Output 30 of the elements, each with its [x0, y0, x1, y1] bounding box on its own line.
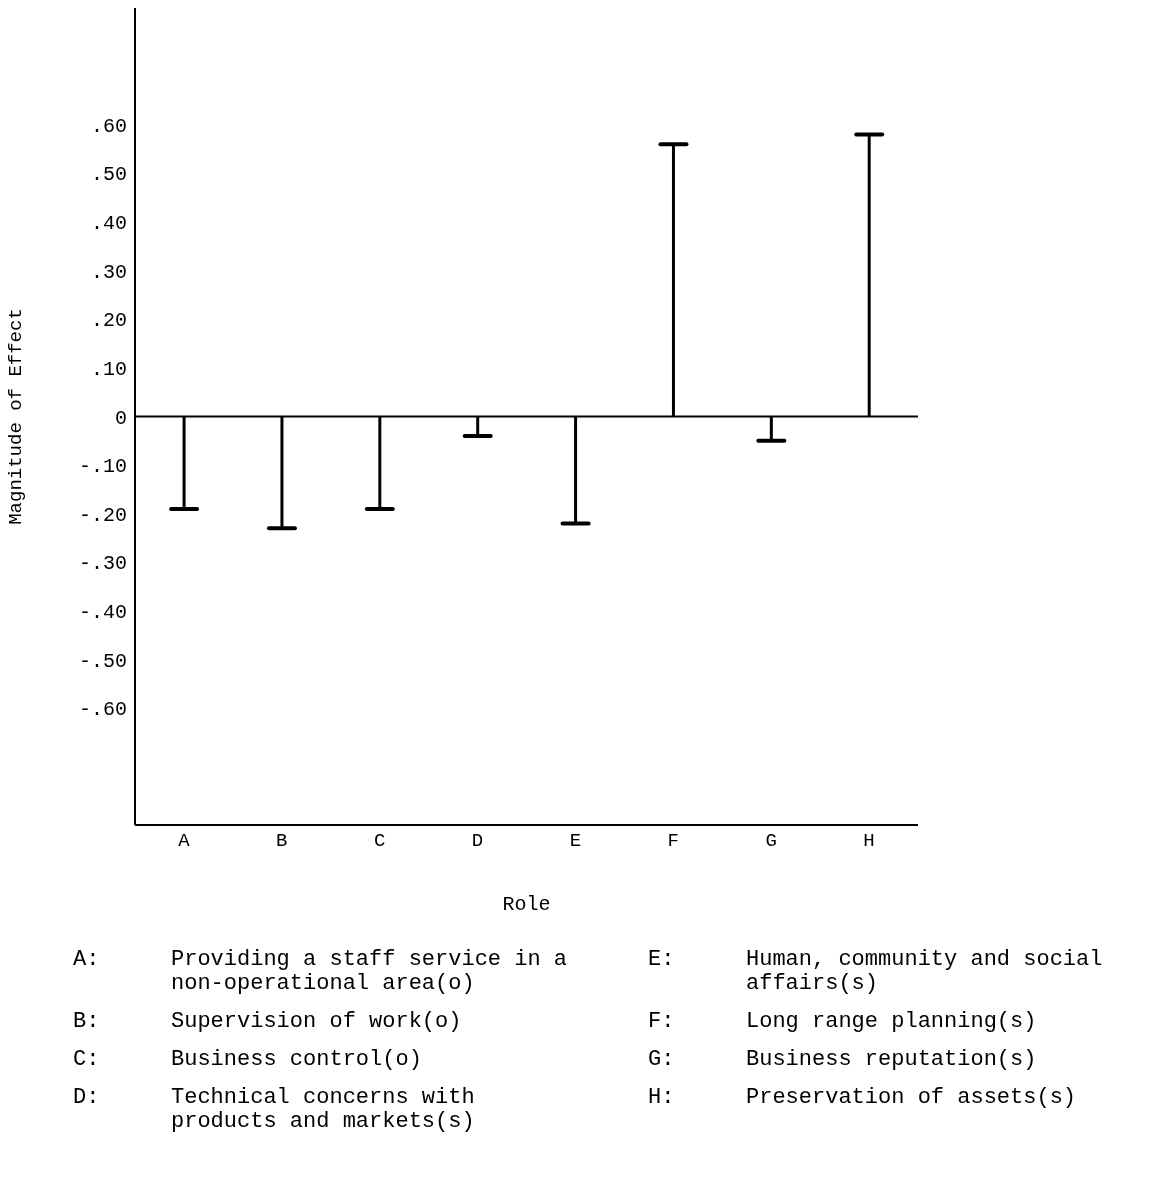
text: F: Long range planning(s)	[648, 1009, 1037, 1034]
x-tick-label: H	[863, 830, 875, 853]
y-tick-label: .10	[90, 357, 127, 381]
x-tick-label: D	[471, 830, 484, 853]
text: G: Business reputation(s)	[648, 1047, 1037, 1072]
text: A: Providing a staff service in a non-operational area(o)	[73, 947, 568, 996]
y-tick-label: -.10	[78, 455, 127, 479]
y-tick-label: -.60	[78, 698, 127, 722]
y-tick-label: .40	[90, 212, 127, 236]
text: E: Human, community and social affairs(s)	[648, 947, 1103, 996]
y-tick-label: -.30	[78, 552, 127, 576]
text: H: Preservation of assets(s)	[648, 1085, 1077, 1110]
x-tick-label: E	[569, 830, 582, 853]
x-tick-label: C	[373, 830, 386, 853]
x-axis-title: Role	[502, 893, 551, 916]
text: C: Business control(o)	[73, 1047, 422, 1072]
y-tick-label: -.50	[78, 649, 127, 673]
y-tick-label: .60	[90, 114, 127, 138]
x-tick-label: G	[765, 830, 777, 853]
y-tick-label: .50	[90, 163, 127, 187]
y-tick-label: .20	[90, 309, 127, 333]
x-tick-label: A	[178, 830, 191, 853]
text: B: Supervision of work(o)	[73, 1009, 462, 1034]
text: D: Technical concerns with products and markets(s)	[73, 1085, 475, 1134]
y-tick-label: -.40	[78, 601, 127, 625]
y-tick-label: -.20	[78, 503, 127, 527]
y-tick-label: 0	[114, 406, 127, 430]
x-tick-label: F	[667, 830, 680, 853]
x-tick-label: B	[276, 830, 288, 853]
y-tick-label: .30	[90, 260, 127, 284]
